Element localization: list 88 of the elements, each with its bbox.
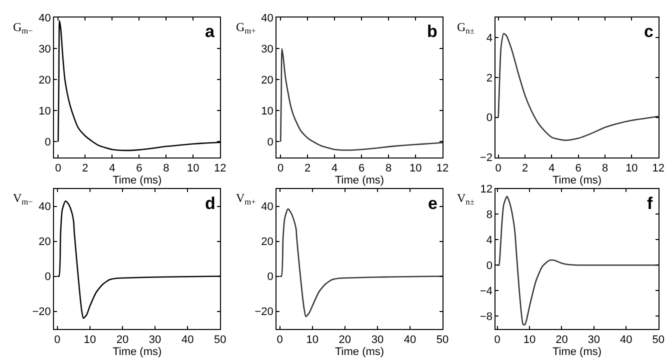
line-series [280, 48, 443, 151]
x-tick-label: 40 [404, 334, 416, 346]
x-tick-label: 50 [436, 334, 449, 346]
x-tick-label: 0 [494, 334, 500, 346]
x-tick-label: 2 [304, 162, 311, 174]
x-tick-label: 4 [332, 162, 338, 174]
y-tick-label: 30 [261, 43, 274, 56]
x-tick-label: 10 [626, 162, 638, 174]
y-axis-title: V$_{n±}$ [457, 191, 475, 207]
x-tick-label: 0 [495, 162, 502, 174]
y-axis-title: G$_{m−}$ [13, 20, 34, 36]
y-tick-label: 10 [38, 106, 51, 118]
x-tick-label: 0 [55, 162, 62, 174]
y-tick-label: 8 [486, 209, 492, 222]
x-tick-label: 4 [548, 162, 555, 174]
x-tick-label: 12 [214, 162, 226, 174]
x-tick-label: 6 [358, 162, 365, 174]
y-tick-label: 20 [38, 74, 51, 87]
y-tick-label: 40 [38, 12, 51, 24]
y-axis-title: V$_{m−}$ [13, 191, 34, 207]
x-tick-label: 6 [136, 162, 142, 174]
line-series [279, 208, 443, 318]
x-tick-label: 8 [163, 162, 170, 174]
y-tick-label: 0 [44, 271, 51, 284]
annotation: a [205, 22, 215, 41]
x-axis-title: Time (ms) [335, 346, 384, 358]
y-tick-label: 0 [44, 136, 51, 149]
x-axis-title: Time (ms) [552, 346, 602, 358]
x-tick-label: 40 [181, 334, 194, 346]
x-tick-label: 0 [276, 334, 283, 346]
x-tick-label: 10 [523, 334, 536, 346]
y-tick-label: −20 [32, 306, 51, 318]
line-series [496, 196, 658, 326]
annotation: c [644, 22, 654, 41]
x-tick-label: 0 [278, 162, 284, 174]
x-tick-label: 8 [386, 162, 392, 174]
y-tick-label: 20 [261, 236, 274, 248]
x-axis-title: Time (ms) [335, 174, 384, 186]
x-tick-label: 4 [109, 162, 116, 174]
annotation: e [428, 194, 438, 213]
y-tick-label: 0 [486, 260, 492, 272]
x-tick-label: 40 [620, 334, 632, 346]
y-tick-label: 0 [267, 271, 274, 284]
y-tick-label: 0 [267, 136, 274, 149]
x-axis-title: Time (ms) [552, 174, 602, 186]
y-tick-label: 12 [480, 184, 492, 196]
y-tick-label: −20 [254, 306, 274, 318]
x-tick-label: 30 [588, 334, 600, 346]
x-tick-label: 12 [652, 162, 664, 174]
x-tick-label: 8 [602, 162, 608, 174]
annotation: f [647, 194, 653, 213]
y-axis-title: G$_{m+}$ [236, 20, 256, 36]
y-axis-title: V$_{m+}$ [236, 191, 256, 207]
x-tick-label: 20 [338, 334, 352, 346]
x-tick-label: 50 [652, 334, 664, 346]
annotation: b [427, 22, 438, 41]
y-tick-label: 4 [486, 234, 492, 247]
x-tick-label: 10 [84, 334, 96, 346]
y-tick-label: 0 [486, 112, 492, 124]
y-tick-label: −2 [480, 152, 492, 164]
y-tick-label: 40 [38, 201, 51, 214]
y-tick-label: 20 [38, 236, 51, 248]
x-tick-label: 20 [116, 334, 129, 346]
x-tick-label: 2 [522, 162, 528, 174]
x-axis-title: Time (ms) [112, 346, 162, 358]
y-tick-label: 4 [486, 32, 492, 44]
y-tick-label: 20 [261, 74, 274, 87]
x-tick-label: 30 [148, 334, 162, 346]
y-tick-label: −8 [480, 310, 492, 323]
y-tick-label: 10 [261, 106, 274, 118]
annotation: d [205, 194, 216, 213]
y-tick-label: −4 [480, 285, 492, 298]
x-tick-label: 30 [371, 334, 384, 346]
x-tick-label: 20 [556, 334, 568, 346]
x-tick-label: 2 [82, 162, 88, 174]
x-tick-label: 10 [409, 162, 422, 174]
y-tick-label: 40 [261, 12, 274, 24]
y-tick-label: 30 [38, 43, 51, 56]
x-tick-label: 50 [214, 334, 226, 346]
x-tick-label: 10 [187, 162, 200, 174]
x-tick-label: 12 [436, 162, 449, 174]
y-axis-title: G$_{n±}$ [457, 20, 475, 36]
x-tick-label: 0 [54, 334, 60, 346]
x-axis-title: Time (ms) [112, 174, 162, 186]
x-tick-label: 6 [575, 162, 582, 174]
y-tick-label: 2 [486, 72, 492, 84]
x-tick-label: 10 [306, 334, 318, 346]
y-tick-label: 40 [261, 201, 274, 214]
